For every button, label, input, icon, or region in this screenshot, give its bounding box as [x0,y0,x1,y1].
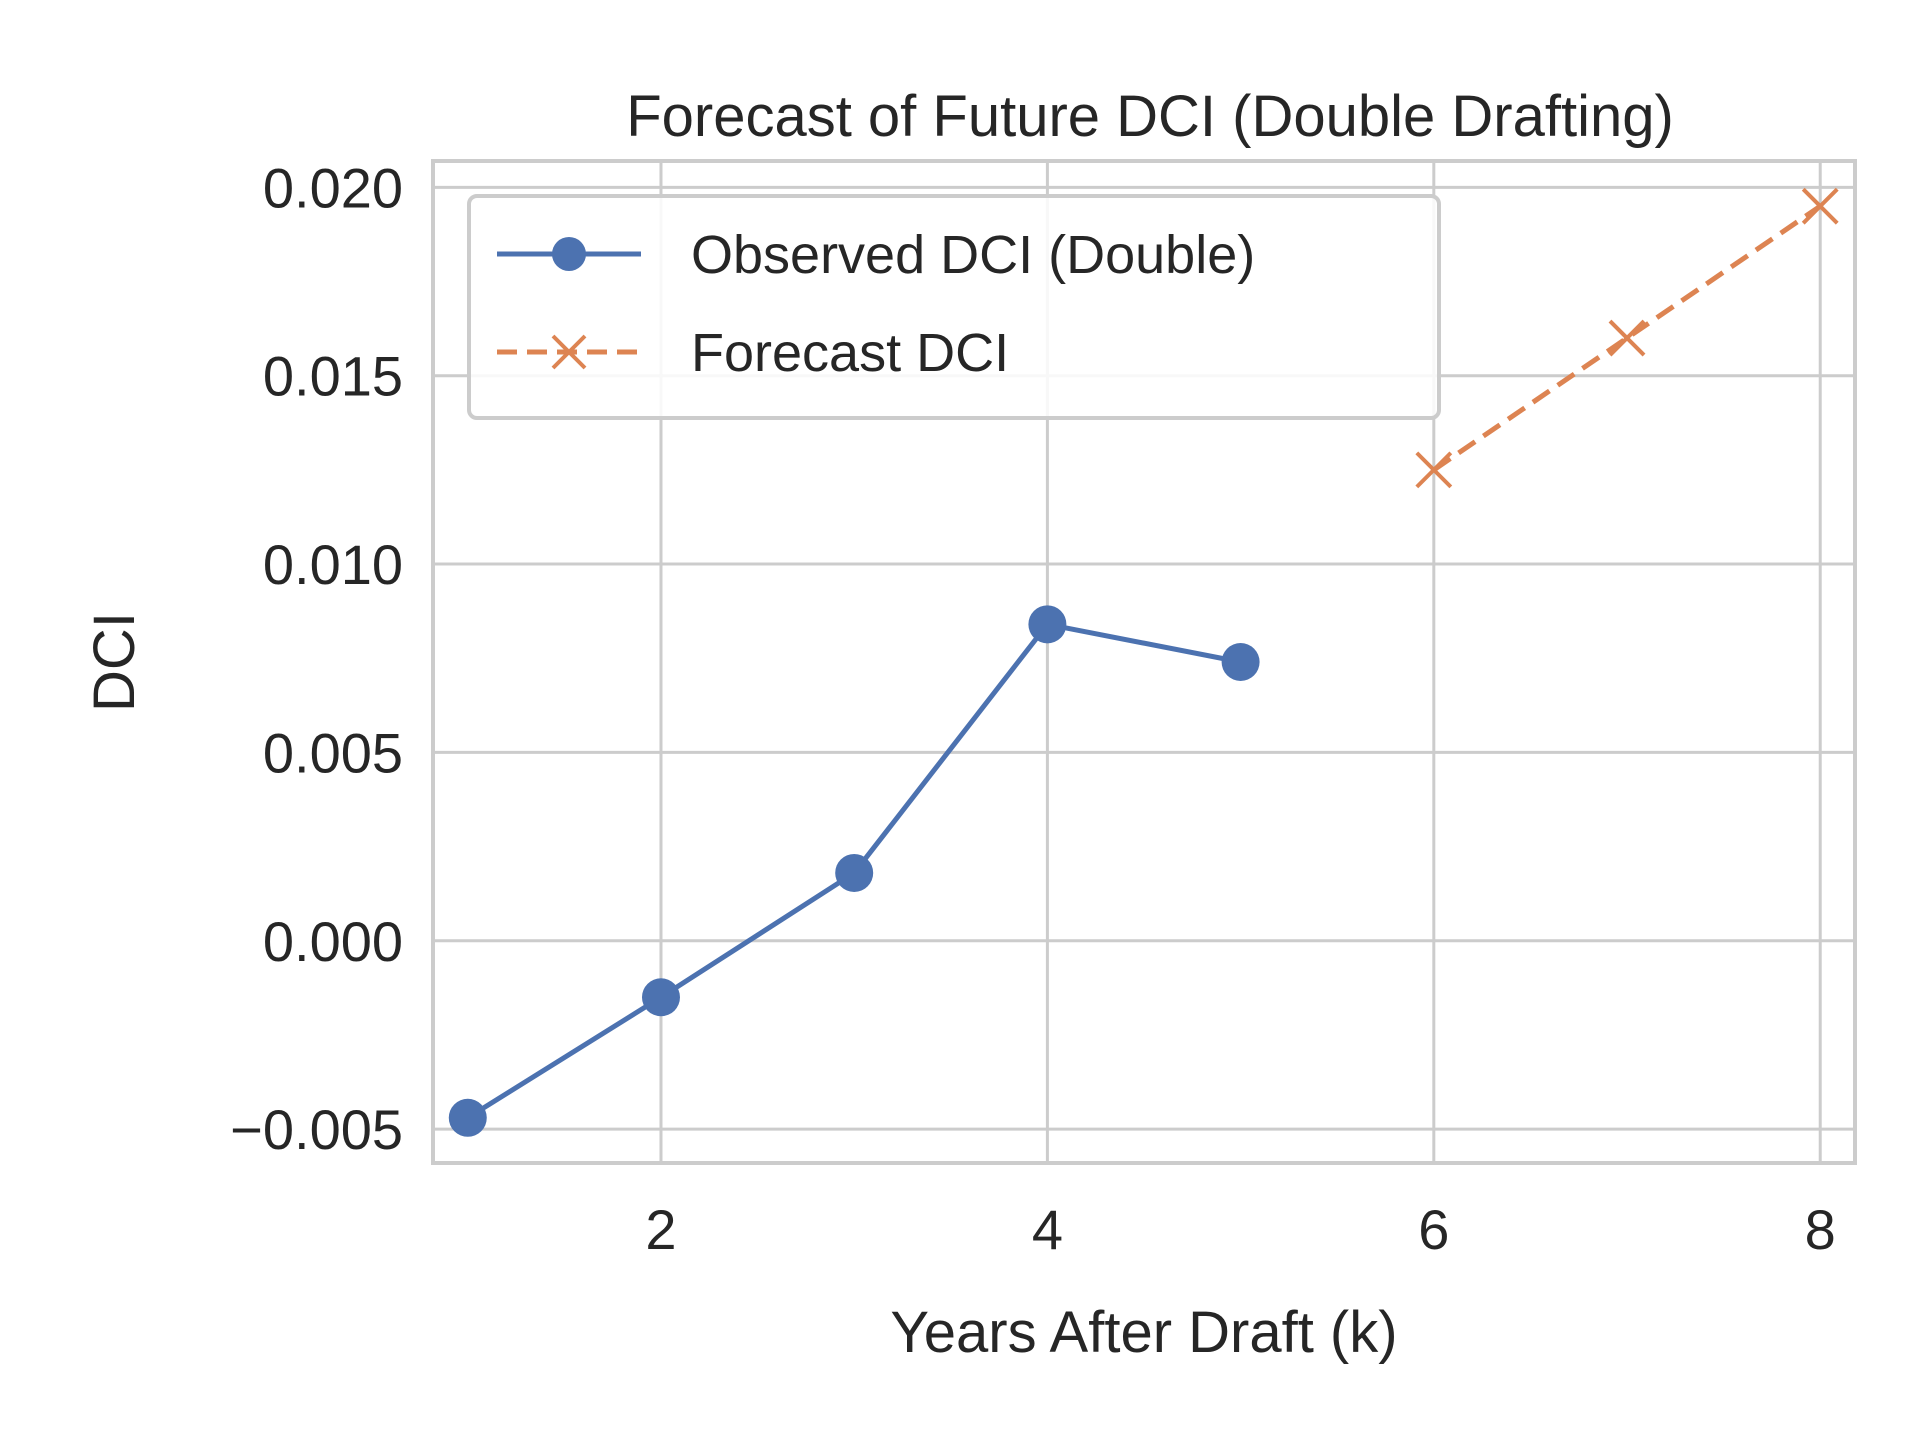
data-point [641,978,680,1017]
x-marker-stroke [1415,451,1453,489]
y-tick-labels: −0.005 0.000 0.005 0.010 0.015 0.020 [230,156,403,1161]
data-point [835,853,874,892]
x-axis-label: Years After Draft (k) [890,1300,1397,1365]
legend-box [467,194,1441,420]
x-tick-label: 8 [1805,1198,1836,1261]
y-tick-label: 0.010 [263,533,403,596]
y-tick-label: 0.005 [263,721,403,784]
data-point [448,1098,487,1137]
data-point [1801,187,1839,225]
series-line [1432,204,1822,472]
legend: Observed DCI (Double) Forecast DCI [467,194,1441,420]
x-tick-label: 4 [1032,1198,1063,1261]
plot-frame [431,159,1857,1165]
series-forecast [1415,187,1839,489]
series-observed [448,605,1260,1137]
y-tick-label: 0.000 [263,910,403,973]
legend-observed-label: Observed DCI (Double) [691,225,1255,285]
legend-observed-marker [552,237,586,271]
x-marker-stroke [1801,187,1839,225]
data-point [1221,643,1260,681]
x-tick-label: 2 [645,1198,676,1261]
x-marker-stroke [551,334,587,370]
data-point [1028,605,1067,644]
legend-forecast-marker [551,334,587,370]
legend-forecast-label: Forecast DCI [691,323,1009,383]
y-tick-label: −0.005 [230,1098,403,1161]
legend-x-marker [551,334,587,370]
y-axis-label: DCI [82,612,147,712]
series-layer [448,187,1839,1137]
data-point [1608,319,1646,357]
x-marker-stroke [1608,319,1646,357]
y-tick-label: 0.015 [263,345,403,408]
y-tick-label: 0.020 [263,156,403,219]
x-tick-labels: 2 4 6 8 [645,1198,1835,1261]
chart-title: Forecast of Future DCI (Double Drafting) [626,84,1674,149]
data-point [1415,451,1453,489]
x-tick-label: 6 [1418,1198,1449,1261]
